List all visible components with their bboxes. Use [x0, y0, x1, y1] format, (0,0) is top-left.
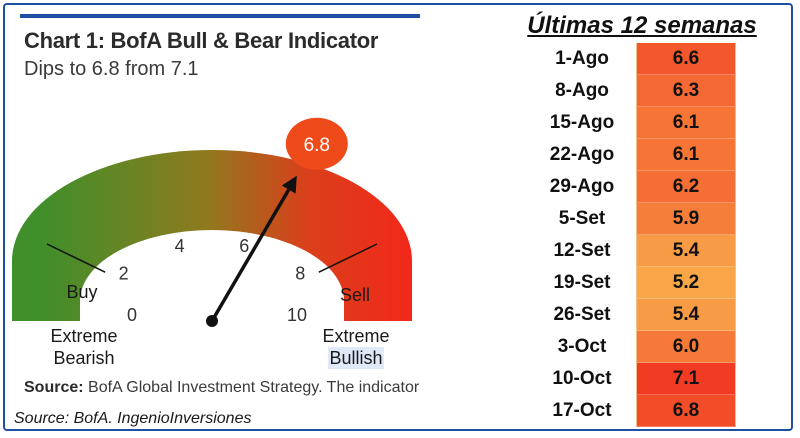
chart-title: Chart 1: BofA Bull & Bear Indicator — [24, 28, 379, 53]
source-label: Source: — [24, 379, 84, 396]
source-text: BofA Global Investment Strategy. The ind… — [88, 379, 420, 396]
zone-label-sell: Sell — [340, 285, 370, 305]
week-value: 6.1 — [636, 139, 736, 171]
week-row: 5-Set 5.9 — [528, 203, 740, 235]
week-value: 5.4 — [636, 235, 736, 267]
zone-label-buy: Buy — [66, 282, 97, 302]
week-value: 6.1 — [636, 107, 736, 139]
end-label-left-2: Bearish — [53, 348, 114, 368]
week-value: 6.3 — [636, 75, 736, 107]
gauge-tick-6: 6 — [239, 236, 249, 256]
outer-frame — [3, 3, 793, 431]
week-date: 29-Ago — [549, 176, 615, 197]
chart-source-note: Source: BofA Global Investment Strategy.… — [24, 379, 419, 397]
gauge-tick-4: 4 — [175, 236, 185, 256]
gauge-needle — [210, 188, 291, 322]
week-row: 17-Oct 6.8 — [528, 395, 740, 427]
week-value: 6.0 — [636, 331, 736, 363]
week-row: 19-Set 5.2 — [528, 267, 740, 299]
chart-subtitle: Dips to 6.8 from 7.1 — [24, 58, 199, 80]
week-date: 19-Set — [553, 272, 611, 293]
needle-pivot — [206, 315, 218, 327]
week-date: 15-Ago — [549, 112, 615, 133]
zone-divider-8 — [318, 243, 378, 273]
footer-source: Source: BofA. IngenioInversiones — [14, 410, 252, 427]
week-row: 8-Ago 6.3 — [528, 75, 740, 107]
week-value: 7.1 — [636, 363, 736, 395]
end-label-right-2-highlight — [328, 347, 384, 369]
gauge-tick-8: 8 — [295, 263, 305, 283]
week-value: 6.8 — [636, 395, 736, 427]
week-date: 8-Ago — [555, 80, 609, 101]
end-label-right-1: Extreme — [322, 326, 389, 346]
value-bubble — [285, 117, 348, 170]
week-date: 1-Ago — [555, 48, 609, 69]
zone-divider-2 — [46, 243, 106, 273]
value-bubble-text: 6.8 — [304, 135, 330, 156]
gauge-tick-2: 2 — [119, 263, 129, 283]
week-row: 3-Oct 6.0 — [528, 331, 740, 363]
week-date: 10-Oct — [552, 368, 612, 389]
weeks-table: 1-Ago 6.6 8-Ago 6.3 15-Ago 6.1 22-Ago 6.1 29-Ago… — [528, 43, 740, 427]
week-row: 1-Ago 6.6 — [528, 43, 740, 75]
week-date: 12-Set — [553, 240, 611, 261]
week-date: 17-Oct — [552, 400, 612, 421]
end-label-right-2: Bullish — [329, 348, 382, 368]
week-row: 10-Oct 7.1 — [528, 363, 740, 395]
week-row: 26-Set 5.4 — [528, 299, 740, 331]
weeks-table-title: Últimas 12 semanas — [527, 12, 757, 39]
week-value: 5.2 — [636, 267, 736, 299]
week-value: 5.9 — [636, 203, 736, 235]
end-label-left-1: Extreme — [50, 326, 117, 346]
week-row: 15-Ago 6.1 — [528, 107, 740, 139]
gauge-inner-face — [80, 230, 344, 322]
week-value: 6.2 — [636, 171, 736, 203]
week-date: 5-Set — [558, 208, 606, 229]
week-value: 5.4 — [636, 299, 736, 331]
week-date: 26-Set — [553, 304, 611, 325]
gauge-tick-0: 0 — [127, 305, 137, 325]
needle-arrowhead — [281, 175, 297, 194]
chart-top-rule — [20, 14, 420, 18]
week-date: 3-Oct — [557, 336, 607, 357]
week-row: 29-Ago 6.2 — [528, 171, 740, 203]
week-row: 12-Set 5.4 — [528, 235, 740, 267]
gauge-tick-10: 10 — [287, 305, 307, 325]
week-value: 6.6 — [636, 43, 736, 75]
week-date: 22-Ago — [549, 144, 615, 165]
week-row: 22-Ago 6.1 — [528, 139, 740, 171]
